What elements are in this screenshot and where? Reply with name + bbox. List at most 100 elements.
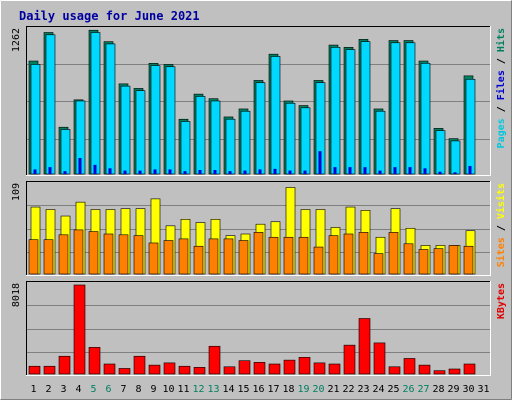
panel-visits-sites-ymax-label: 109 bbox=[11, 183, 22, 201]
bar-sites-day-9 bbox=[148, 242, 159, 275]
bar-sites-day-30 bbox=[463, 245, 474, 275]
bar-files-day-13 bbox=[210, 100, 221, 175]
bar-pages-day-8 bbox=[138, 170, 142, 174]
bar-sites-day-12 bbox=[193, 245, 204, 275]
bar-kbytes-day-2 bbox=[43, 365, 56, 375]
bar-sites-day-10 bbox=[163, 240, 174, 275]
bar-pages-day-17 bbox=[273, 168, 277, 174]
bar-files-day-12 bbox=[195, 96, 206, 175]
bar-kbytes-day-17 bbox=[268, 363, 281, 375]
bar-pages-day-29 bbox=[453, 172, 457, 174]
bar-kbytes-day-25 bbox=[388, 366, 401, 375]
bar-kbytes-day-10 bbox=[163, 362, 176, 375]
panel-hits-files-pages-legend: Pages / Files / Hits bbox=[495, 28, 507, 148]
bar-pages-day-3 bbox=[63, 171, 67, 174]
bar-kbytes-day-22 bbox=[343, 344, 356, 375]
chart-title: Daily usage for June 2021 bbox=[19, 9, 200, 23]
bar-files-day-2 bbox=[45, 34, 56, 175]
bar-kbytes-day-20 bbox=[313, 362, 326, 375]
bar-pages-day-14 bbox=[228, 171, 232, 174]
bar-files-day-8 bbox=[135, 90, 146, 175]
x-tick-label-day-10: 10 bbox=[162, 384, 174, 395]
bar-kbytes-day-26 bbox=[403, 358, 416, 375]
bar-kbytes-day-1 bbox=[28, 365, 41, 375]
bar-pages-day-19 bbox=[303, 170, 307, 174]
panel-visits-sites-legend: Sites / Visits bbox=[495, 183, 507, 267]
x-tick-label-day-2: 2 bbox=[45, 384, 51, 395]
bar-sites-day-24 bbox=[373, 253, 384, 275]
legend-segment: KBytes bbox=[496, 283, 507, 319]
bar-files-day-10 bbox=[165, 66, 176, 175]
bar-sites-day-2 bbox=[43, 239, 54, 275]
bar-kbytes-day-23 bbox=[358, 318, 371, 375]
legend-segment: Hits bbox=[495, 28, 507, 52]
x-tick-label-day-29: 29 bbox=[447, 384, 459, 395]
x-tick-label-day-8: 8 bbox=[135, 384, 141, 395]
bar-sites-day-22 bbox=[343, 233, 354, 275]
bar-files-day-21 bbox=[330, 47, 341, 175]
bar-sites-day-27 bbox=[418, 249, 429, 275]
bar-kbytes-day-13 bbox=[208, 345, 221, 375]
bar-files-day-19 bbox=[300, 107, 311, 175]
bar-files-day-3 bbox=[60, 129, 71, 175]
bar-sites-day-23 bbox=[358, 232, 369, 275]
bar-pages-day-26 bbox=[408, 167, 412, 174]
bar-kbytes-day-28 bbox=[433, 370, 446, 375]
bar-sites-day-20 bbox=[313, 246, 324, 275]
bar-sites-day-17 bbox=[268, 236, 279, 275]
bar-pages-day-18 bbox=[288, 170, 292, 174]
bar-files-day-6 bbox=[105, 43, 116, 175]
bar-files-day-1 bbox=[30, 64, 41, 175]
bar-files-day-22 bbox=[345, 49, 356, 175]
x-tick-label-day-16: 16 bbox=[252, 384, 264, 395]
x-tick-label-day-21: 21 bbox=[327, 384, 339, 395]
bar-kbytes-day-15 bbox=[238, 360, 251, 375]
bar-kbytes-day-9 bbox=[148, 364, 161, 375]
bar-pages-day-20 bbox=[318, 151, 322, 174]
bar-kbytes-day-29 bbox=[448, 368, 461, 375]
legend-segment: Visits bbox=[495, 183, 507, 219]
bar-kbytes-day-5 bbox=[88, 347, 101, 375]
bar-pages-day-4 bbox=[78, 158, 82, 174]
legend-segment: Sites bbox=[495, 237, 507, 267]
bar-kbytes-day-12 bbox=[193, 367, 206, 375]
bar-pages-day-10 bbox=[168, 169, 172, 174]
x-tick-label-day-12: 12 bbox=[192, 384, 204, 395]
bar-kbytes-day-19 bbox=[298, 357, 311, 375]
x-tick-label-day-5: 5 bbox=[90, 384, 96, 395]
bar-sites-day-26 bbox=[403, 243, 414, 275]
bar-files-day-30 bbox=[465, 78, 476, 175]
bar-files-day-24 bbox=[375, 110, 386, 175]
bar-kbytes-day-16 bbox=[253, 362, 266, 375]
bar-kbytes-day-30 bbox=[463, 363, 476, 375]
bar-kbytes-day-6 bbox=[103, 363, 116, 375]
bar-kbytes-day-11 bbox=[178, 365, 191, 375]
bar-files-day-23 bbox=[360, 41, 371, 175]
bar-kbytes-day-21 bbox=[328, 363, 341, 375]
bar-files-day-14 bbox=[225, 118, 236, 175]
bar-sites-day-1 bbox=[28, 239, 39, 275]
bar-sites-day-21 bbox=[328, 235, 339, 275]
x-tick-label-day-14: 14 bbox=[222, 384, 234, 395]
x-tick-label-day-26: 26 bbox=[402, 384, 414, 395]
bar-pages-day-12 bbox=[198, 170, 202, 174]
x-tick-label-day-24: 24 bbox=[372, 384, 384, 395]
legend-segment: / bbox=[496, 52, 507, 70]
bar-kbytes-day-27 bbox=[418, 364, 431, 375]
x-tick-label-day-1: 1 bbox=[30, 384, 36, 395]
bar-pages-day-5 bbox=[93, 164, 97, 174]
panel-kbytes-ymax-label: 8018 bbox=[11, 283, 22, 307]
bar-pages-day-22 bbox=[348, 167, 352, 174]
x-tick-label-day-7: 7 bbox=[120, 384, 126, 395]
legend-segment: Pages bbox=[496, 118, 507, 148]
bar-pages-day-23 bbox=[363, 167, 367, 174]
bar-files-day-7 bbox=[120, 85, 131, 175]
legend-segment: Files bbox=[495, 70, 507, 100]
bar-kbytes-day-8 bbox=[133, 355, 146, 375]
bar-pages-day-15 bbox=[243, 170, 247, 174]
bar-files-day-9 bbox=[150, 65, 161, 175]
x-tick-label-day-30: 30 bbox=[462, 384, 474, 395]
x-tick-label-day-25: 25 bbox=[387, 384, 399, 395]
x-tick-label-day-19: 19 bbox=[297, 384, 309, 395]
